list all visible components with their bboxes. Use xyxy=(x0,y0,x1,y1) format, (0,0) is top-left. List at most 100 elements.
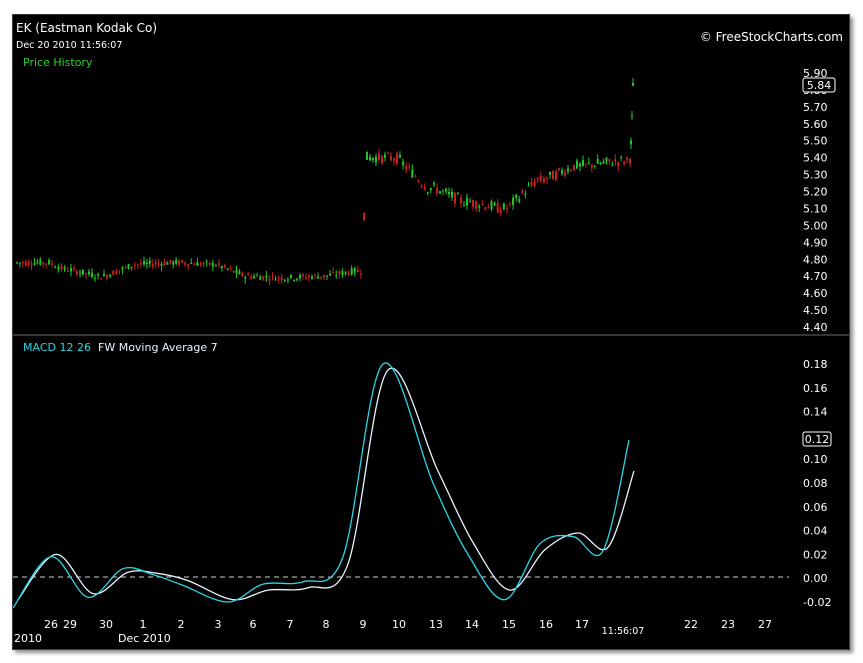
candle-body xyxy=(493,202,496,206)
candle-body xyxy=(448,191,450,195)
price-tick-label: 5.60 xyxy=(803,118,828,131)
candle-body xyxy=(630,140,632,145)
candle-body xyxy=(118,270,121,272)
candle-body xyxy=(253,276,255,278)
candle-body xyxy=(408,166,411,168)
candle-body xyxy=(66,270,69,272)
candle-body xyxy=(226,268,229,270)
candle-body xyxy=(88,271,90,275)
candle-body xyxy=(372,157,374,161)
candle-body xyxy=(235,269,238,274)
candle-body xyxy=(51,263,53,265)
candle-body xyxy=(166,262,169,265)
chart-canvas[interactable]: EK (Eastman Kodak Co) Dec 20 2010 11:56:… xyxy=(13,15,849,649)
candle-body xyxy=(130,266,133,268)
candle-body xyxy=(567,168,569,172)
candle-body xyxy=(79,272,81,274)
candle-body xyxy=(576,160,578,169)
candle-body xyxy=(466,197,468,206)
candle-body xyxy=(582,160,584,166)
macd-tick-label: 0.08 xyxy=(803,477,828,490)
candle-body xyxy=(623,161,626,165)
x-tick-label: 30 xyxy=(99,618,113,631)
price-tick-label: 4.60 xyxy=(803,287,828,300)
candle-body xyxy=(178,260,181,265)
candle-body xyxy=(539,175,542,181)
candle-body xyxy=(247,274,250,276)
candle-body xyxy=(564,172,566,176)
candle-body xyxy=(223,265,226,268)
candle-body xyxy=(320,276,322,278)
price-tick-label: 5.00 xyxy=(803,219,828,232)
candle-body xyxy=(521,190,524,194)
candle-body xyxy=(154,262,157,265)
candle-body xyxy=(499,209,502,214)
candle-body xyxy=(375,156,377,163)
candle-body xyxy=(457,193,459,195)
candle-body xyxy=(76,271,78,275)
candle-body xyxy=(196,262,199,266)
candle-body xyxy=(21,262,24,264)
candle-body xyxy=(512,197,515,205)
x-tick-label: 8 xyxy=(323,618,330,631)
candle-body xyxy=(359,273,362,275)
x-tick-label: 10 xyxy=(392,618,406,631)
candle-body xyxy=(546,178,548,180)
price-panel-label: Price History xyxy=(23,56,93,69)
candle-body xyxy=(460,197,462,203)
candle-body xyxy=(274,278,277,281)
candle-body xyxy=(579,163,581,167)
candle-body xyxy=(262,276,265,280)
candle-body xyxy=(439,191,441,194)
candle-body xyxy=(402,161,405,166)
candle-body xyxy=(484,207,487,210)
last-price-badge: 5.84 xyxy=(802,77,836,93)
candle-body xyxy=(426,192,429,194)
price-tick-label: 5.30 xyxy=(803,169,828,182)
candle-body xyxy=(429,188,432,190)
x-tick-label: 23 xyxy=(721,618,735,631)
candle-body xyxy=(335,274,338,276)
candle-body xyxy=(536,177,539,180)
candle-body xyxy=(605,157,608,162)
signal-line xyxy=(17,367,635,601)
x-tick-label: 15 xyxy=(502,618,516,631)
candle-body xyxy=(378,153,380,160)
candle-body xyxy=(286,279,289,281)
candle-body xyxy=(542,178,545,183)
candle-body xyxy=(205,261,208,263)
macd-tick-label: 0.16 xyxy=(803,382,828,395)
candle-body xyxy=(631,115,633,117)
candle-body xyxy=(143,261,145,265)
candle-body xyxy=(302,274,304,276)
candle-body xyxy=(218,263,220,265)
price-axis: 5.905.805.705.605.505.405.305.205.105.00… xyxy=(803,67,828,334)
price-tick-label: 5.40 xyxy=(803,152,828,165)
candle-body xyxy=(555,171,557,180)
candle-body xyxy=(57,267,60,270)
candle-body xyxy=(24,261,27,266)
x-tick-label: 26 xyxy=(44,618,58,631)
candle-body xyxy=(593,166,596,168)
x-time-label: 11:56:07 xyxy=(602,626,645,637)
candle-body xyxy=(405,166,408,170)
candle-body xyxy=(214,265,217,267)
candle-body xyxy=(190,262,193,264)
candle-body xyxy=(432,182,435,185)
price-tick-label: 4.90 xyxy=(803,236,828,249)
x-month-label: 2010 xyxy=(14,632,42,645)
x-axis: 26 29 30 1 2 3 6 7 8 9 10 13 14 15 16 17 22 23 2711:56:072… xyxy=(14,618,772,645)
candle-body xyxy=(549,171,551,175)
candle-body xyxy=(181,260,183,263)
candle-body xyxy=(151,264,154,267)
candle-body xyxy=(60,265,63,270)
candle-body xyxy=(109,274,112,277)
macd-tick-label: 0.04 xyxy=(803,525,828,538)
x-tick-label: 1 xyxy=(140,618,147,631)
candle-body xyxy=(293,279,295,281)
x-tick-label: 22 xyxy=(684,618,698,631)
candle-body xyxy=(148,260,151,264)
candle-body xyxy=(311,276,313,279)
candle-body xyxy=(229,268,232,270)
candle-body xyxy=(573,164,575,171)
